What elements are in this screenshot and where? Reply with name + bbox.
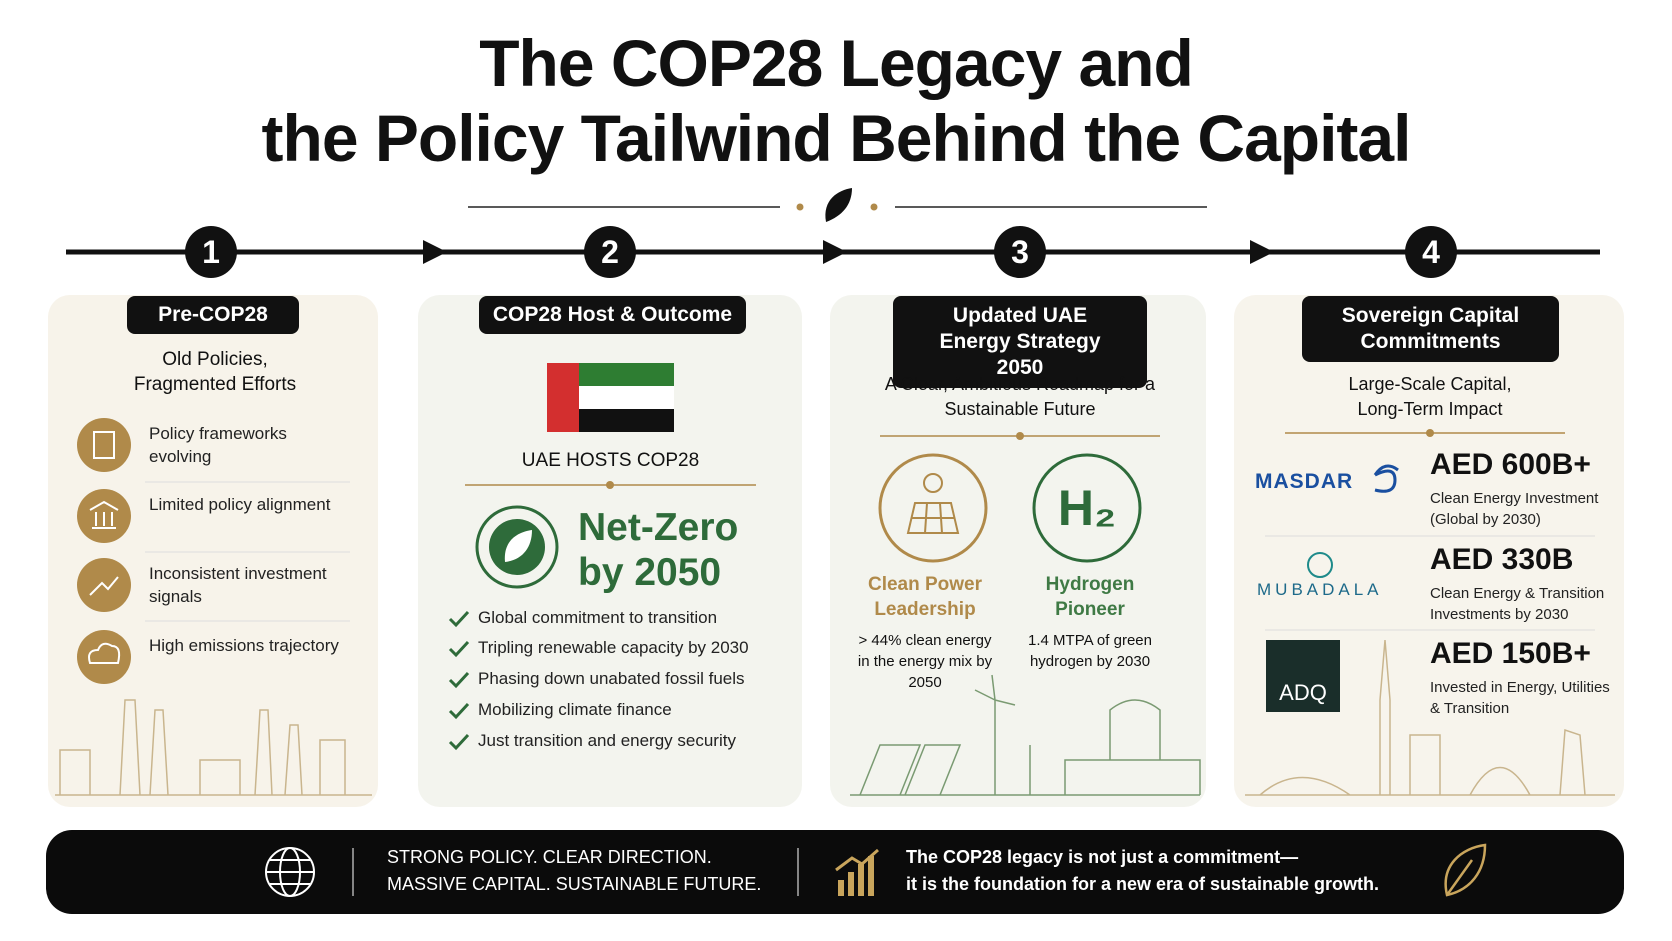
footer-message: it is the foundation for a new era of su… bbox=[906, 874, 1380, 894]
commitment-detail: Invested in Energy, Utilities & Transiti… bbox=[1430, 679, 1610, 717]
step-subtitle: Old Policies, Fragmented Efforts bbox=[133, 349, 297, 395]
check-icon bbox=[448, 610, 470, 628]
flag-caption: UAE HOSTS COP28 bbox=[521, 450, 700, 471]
policy-item: Limited policy alignment bbox=[149, 495, 331, 514]
headline: Net-Zero by 2050 bbox=[578, 505, 738, 595]
step-label: Sovereign Capital Commitments bbox=[1302, 296, 1559, 362]
step-subtitle: Large-Scale Capital, Long-Term Impact bbox=[1348, 374, 1512, 419]
footer-slogan: STRONG POLICY. CLEAR DIRECTION. bbox=[387, 847, 712, 867]
outcome-item: Global commitment to transition bbox=[478, 608, 718, 627]
outcome-item: Just transition and energy security bbox=[478, 731, 736, 750]
outcome-item: Phasing down unabated fossil fuels bbox=[478, 669, 745, 688]
step-label: Pre-COP28 bbox=[127, 296, 299, 334]
title-line: The COP28 Legacy and bbox=[479, 26, 1194, 100]
pillar-detail: 1.4 MTPA of green hydrogen by 2030 bbox=[1028, 632, 1152, 670]
policy-item: Policy frameworks evolving bbox=[149, 424, 287, 466]
commitment-detail: Clean Energy & Transition Investments by… bbox=[1430, 585, 1605, 623]
commitment-amount: AED 600B+ bbox=[1430, 448, 1591, 481]
entity-logo: MUBADALA bbox=[1257, 580, 1383, 599]
outcome-item: Mobilizing climate finance bbox=[478, 700, 672, 719]
pillar-title: Clean Power Leadership bbox=[867, 574, 983, 620]
headline-line: Net-Zero bbox=[578, 506, 739, 549]
pillar-icon-text: H₂ bbox=[1057, 480, 1117, 536]
step-number: 3 bbox=[994, 226, 1046, 278]
policy-item: Inconsistent investment signals bbox=[149, 564, 327, 606]
entity-logo: ADQ bbox=[1279, 680, 1327, 705]
step-label: Updated UAE Energy Strategy 2050 bbox=[893, 296, 1147, 388]
check-icon bbox=[448, 640, 470, 658]
pillar-icon: H₂ bbox=[1058, 478, 1116, 538]
step-number: 1 bbox=[185, 226, 237, 278]
check-icon bbox=[448, 702, 470, 720]
check-icon bbox=[448, 733, 470, 751]
footer-slogan: MASSIVE CAPITAL. SUSTAINABLE FUTURE. bbox=[387, 874, 762, 894]
step-number: 2 bbox=[584, 226, 636, 278]
outcome-item: Tripling renewable capacity by 2030 bbox=[478, 638, 749, 657]
title-line: the Policy Tailwind Behind the Capital bbox=[261, 101, 1412, 175]
pillar-detail: > 44% clean energy in the energy mix by … bbox=[857, 632, 993, 691]
pillar-title: Hydrogen Pioneer bbox=[1045, 574, 1135, 620]
step-number: 4 bbox=[1405, 226, 1457, 278]
footer-message: The COP28 legacy is not just a commitmen… bbox=[906, 847, 1299, 867]
headline-line: by 2050 bbox=[578, 551, 722, 594]
step-subtitle: A Clear, Ambitious Roadmap for a Sustain… bbox=[884, 374, 1156, 419]
check-icon bbox=[448, 671, 470, 689]
step-label: COP28 Host & Outcome bbox=[479, 296, 746, 334]
commitment-amount: AED 150B+ bbox=[1430, 637, 1591, 670]
commitment-amount: AED 330B bbox=[1430, 543, 1574, 576]
commitment-detail: Clean Energy Investment (Global by 2030) bbox=[1430, 490, 1599, 528]
policy-item: High emissions trajectory bbox=[149, 636, 339, 655]
entity-logo: MASDAR bbox=[1255, 470, 1354, 493]
